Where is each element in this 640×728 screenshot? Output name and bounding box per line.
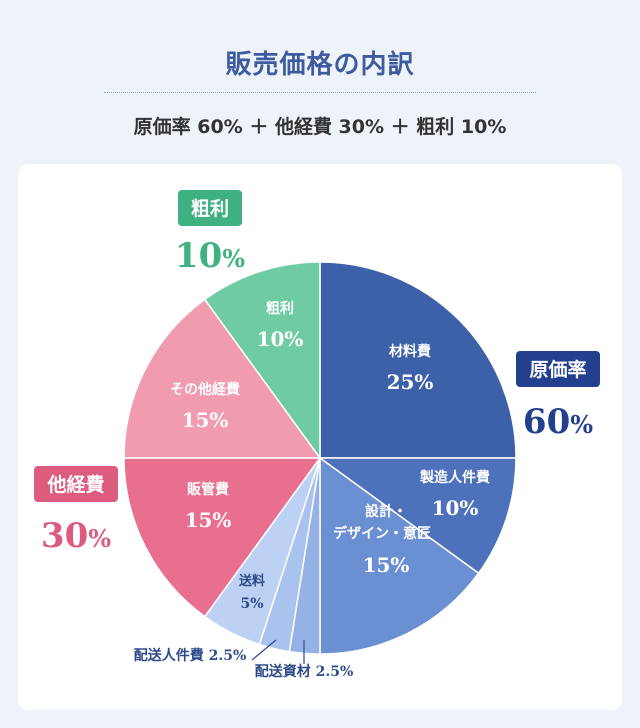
group-badge	[516, 351, 600, 387]
slice-label: 配送人件費 2.5%	[134, 647, 247, 664]
pie-slice-8	[123, 298, 322, 459]
group-badge	[178, 190, 242, 226]
slice-label: 送料	[238, 573, 265, 589]
slice-value-label: 15%	[182, 408, 229, 432]
pie-slice-7	[123, 457, 322, 618]
group-value-label: 60%	[523, 402, 593, 442]
group-labels: 原価率 60% 他経費 30% 粗利 10%	[34, 190, 600, 556]
slice-value-label: 10%	[432, 496, 479, 520]
slice-label: 設計・	[365, 503, 407, 520]
slice-label: 製造人件費	[419, 469, 490, 486]
page-title: 販売価格の内訳	[225, 50, 415, 80]
group-value-label: 30%	[41, 516, 111, 556]
pie-slice-3	[319, 456, 480, 655]
group-value-label: 10%	[175, 236, 245, 276]
slice-value-label: 15%	[363, 553, 410, 577]
slice-label: 材料費	[389, 343, 431, 360]
slice-value-label: 10%	[257, 327, 304, 351]
slice-label: 販管費	[187, 481, 229, 498]
leader-line	[251, 639, 277, 661]
slice-label: その他経費	[170, 381, 240, 398]
slice-label: 配送資材 2.5%	[255, 663, 354, 680]
group-badge	[34, 466, 118, 502]
slice-labels: 材料費 25% 製造人件費 10% 設計・デザイン・意匠 15% 配送資材 2.5% 配送人件…	[134, 300, 490, 680]
slice-label: 粗利	[266, 300, 294, 317]
title-divider	[104, 92, 536, 93]
slice-label: デザイン・意匠	[333, 525, 431, 542]
pie-slice-1	[319, 261, 517, 459]
group-badge-label: 他経費	[46, 473, 104, 496]
pie-slice-9	[203, 261, 321, 461]
slice-value-label: 25%	[387, 370, 434, 394]
group-badge-label: 原価率	[529, 358, 586, 381]
pie-slice-2	[317, 457, 517, 575]
pie-slices	[123, 261, 517, 655]
slice-value-label: 5%	[240, 596, 263, 612]
formula-text: 原価率 60% ＋ 他経費 30% ＋ 粗利 10%	[133, 116, 507, 138]
group-badge-label: 粗利	[191, 197, 229, 220]
slice-value-label: 15%	[185, 508, 232, 532]
